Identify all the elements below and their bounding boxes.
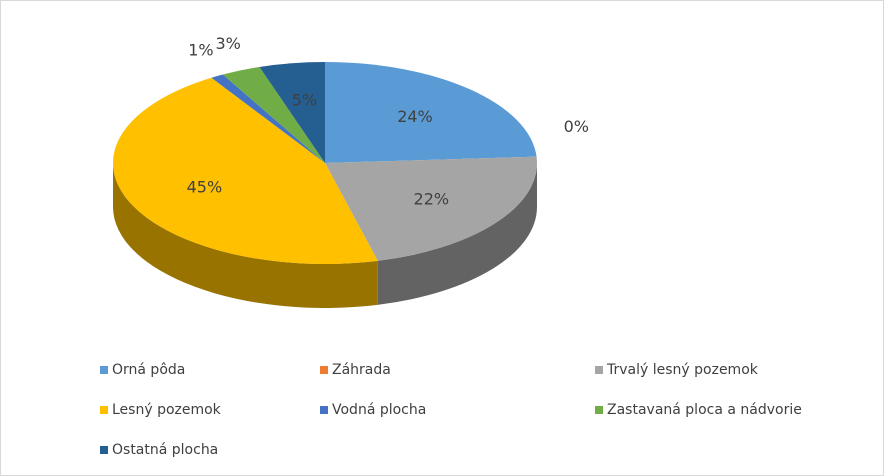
legend-swatch — [100, 446, 108, 454]
data-label: 24% — [397, 107, 433, 126]
slice — [211, 74, 325, 163]
legend-swatch — [320, 366, 328, 374]
legend-label: Ostatná plocha — [112, 442, 218, 458]
data-label: 22% — [414, 189, 450, 208]
data-label: 45% — [187, 177, 223, 196]
legend-label: Záhrada — [332, 362, 391, 378]
data-label: 0% — [564, 117, 589, 136]
data-label: 5% — [292, 91, 317, 110]
legend-label: Vodná plocha — [332, 402, 426, 418]
legend-swatch — [595, 406, 603, 414]
legend-swatch — [100, 406, 108, 414]
slice — [222, 66, 325, 163]
data-label: 3% — [215, 34, 240, 53]
slice — [325, 156, 537, 261]
legend-swatch — [595, 366, 603, 374]
legend-label: Orná pôda — [112, 362, 185, 378]
legend-label: Lesný pozemok — [112, 402, 222, 418]
slice-side — [113, 163, 378, 308]
slice — [259, 62, 325, 163]
slice — [112, 77, 378, 265]
legend-swatch — [320, 406, 328, 414]
slice — [325, 62, 537, 163]
legend-label: Trvalý lesný pozemok — [606, 362, 759, 378]
data-label: 1% — [188, 41, 213, 60]
slice-side — [377, 163, 537, 305]
legend-label: Zastavaná ploca a nádvorie — [607, 402, 802, 418]
legend-swatch — [100, 366, 108, 374]
